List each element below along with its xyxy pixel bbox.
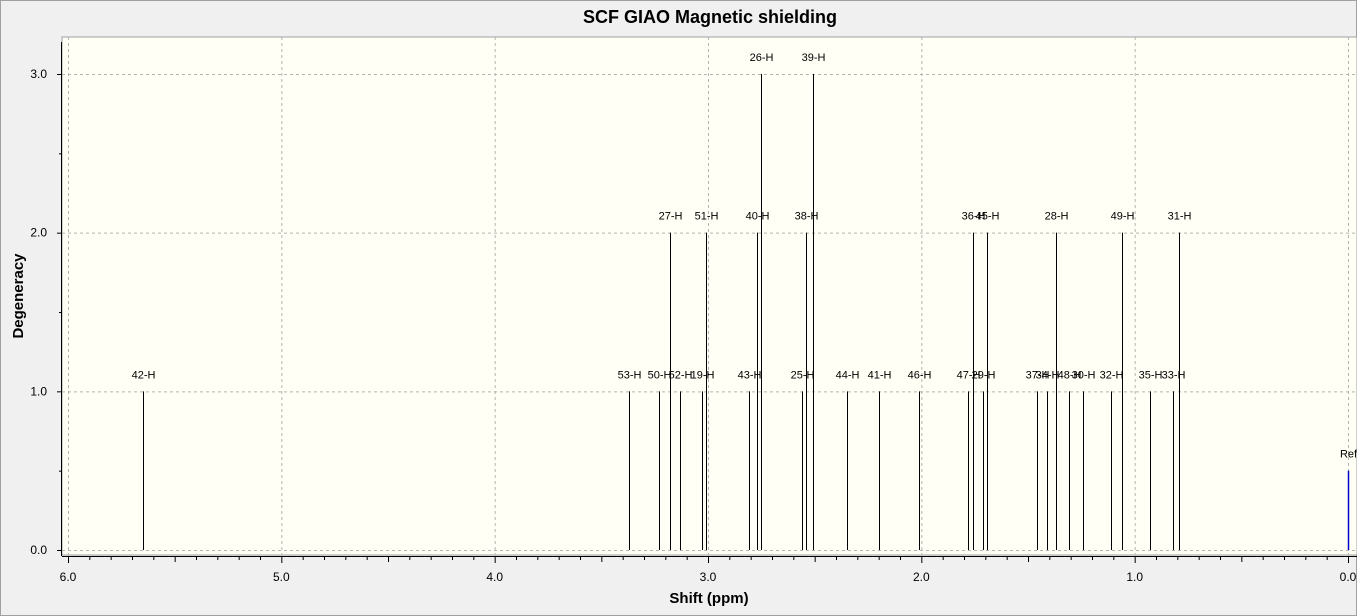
peak-label: 50-H	[648, 369, 672, 381]
peak-label: 43-H	[738, 369, 762, 381]
peak-label: 19-H	[691, 369, 715, 381]
peak-label: 33-H	[1162, 369, 1186, 381]
x-tick-label: 5.0	[273, 570, 290, 584]
y-tick-label: 3.0	[30, 67, 47, 81]
peak-label: Ref	[1340, 449, 1357, 461]
peak-label: 30-H	[1072, 369, 1096, 381]
peak-label: 44-H	[836, 369, 860, 381]
peak-label: 42-H	[132, 369, 156, 381]
x-tick-label: 2.0	[913, 570, 930, 584]
peak-label: 35-H	[1139, 369, 1163, 381]
y-tick-label: 2.0	[30, 226, 47, 240]
peak-label: 46-H	[908, 369, 932, 381]
chart-title: SCF GIAO Magnetic shielding	[582, 7, 838, 27]
x-axis-title: Shift (ppm)	[669, 590, 748, 607]
x-tick-label: 3.0	[700, 570, 717, 584]
peak-label: 52-H	[669, 369, 693, 381]
peak-label: 37-H	[1026, 369, 1050, 381]
peak-label: 49-H	[1111, 211, 1135, 223]
y-tick-label: 0.0	[30, 543, 47, 557]
peak-label: 27-H	[659, 211, 683, 223]
peak-label: 29-H	[972, 369, 996, 381]
peak-label: 41-H	[868, 369, 892, 381]
peak-label: 47-H	[957, 369, 981, 381]
peak-label: 48-H	[1058, 369, 1082, 381]
peak-label: 39-H	[802, 52, 826, 64]
peak-label: 45-H	[976, 211, 1000, 223]
peak-label: 38-H	[795, 211, 819, 223]
peak-label: 26-H	[750, 52, 774, 64]
peak-label: 53-H	[618, 369, 642, 381]
peak-label: 34-H	[1036, 369, 1060, 381]
y-axis-title: Degeneracy	[10, 253, 27, 339]
peak-label: 31-H	[1168, 211, 1192, 223]
peak-label: 36-H	[962, 211, 986, 223]
peak-label: 51-H	[695, 211, 719, 223]
peak-label: 32-H	[1100, 369, 1124, 381]
peak-label: 40-H	[746, 211, 770, 223]
y-tick-label: 1.0	[30, 384, 47, 398]
peak-label: 28-H	[1045, 211, 1069, 223]
plot-area	[61, 36, 1357, 556]
x-tick-label: 6.0	[60, 570, 77, 584]
x-tick-label: 4.0	[486, 570, 503, 584]
x-tick-label: 0.0	[1340, 570, 1357, 584]
x-tick-label: 1.0	[1126, 570, 1143, 584]
peak-label: 25-H	[791, 369, 815, 381]
